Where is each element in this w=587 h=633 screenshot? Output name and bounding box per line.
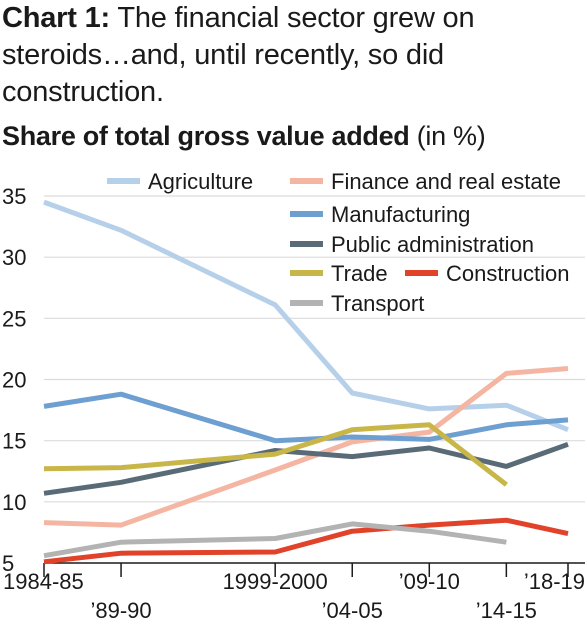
legend-label-transport: Transport — [331, 291, 424, 316]
chart-heading-text: The financial sector grew on steroids…an… — [2, 2, 475, 108]
x-tick-label: ’18-19 — [524, 569, 585, 594]
chart-number: Chart 1: — [2, 2, 110, 34]
y-tick-label: 15 — [2, 429, 26, 454]
x-tick-label: ’04-05 — [322, 598, 383, 623]
y-tick-label: 25 — [2, 306, 26, 331]
x-tick-label: 1999-2000 — [223, 569, 328, 594]
y-tick-label: 35 — [2, 184, 26, 209]
legend-label-construction: Construction — [446, 261, 570, 286]
chart-title: Share of total gross value added — [2, 121, 410, 151]
chart-subtitle: Share of total gross value added (in %) — [2, 118, 585, 154]
series-line-agriculture — [43, 199, 569, 433]
y-tick-label: 5 — [2, 551, 14, 576]
y-tick-label: 30 — [2, 245, 26, 270]
legend-label-public-administration: Public administration — [331, 232, 534, 257]
y-tick-label: 20 — [2, 368, 26, 393]
series-line-trade — [43, 422, 508, 487]
x-tick-label: ’14-15 — [476, 598, 537, 623]
series-line-public-administration — [43, 441, 569, 496]
series-line-manufacturing — [43, 391, 569, 444]
legend-label-trade: Trade — [331, 261, 388, 286]
legend-label-agriculture: Agriculture — [148, 169, 253, 194]
legend-label-finance-and-real-estate: Finance and real estate — [331, 169, 561, 194]
series-line-construction — [43, 517, 569, 565]
series-line-transport — [43, 521, 507, 559]
x-tick-label: ’89-90 — [90, 598, 151, 623]
legend-label-manufacturing: Manufacturing — [331, 202, 470, 227]
x-tick-label: ’09-10 — [399, 569, 460, 594]
x-tick-label: 1984-85 — [3, 569, 84, 594]
y-tick-label: 10 — [2, 490, 26, 515]
chart-heading: Chart 1: The financial sector grew on st… — [2, 0, 585, 111]
series-line-finance-and-real-estate — [43, 366, 569, 528]
chart-unit: (in %) — [416, 121, 486, 151]
